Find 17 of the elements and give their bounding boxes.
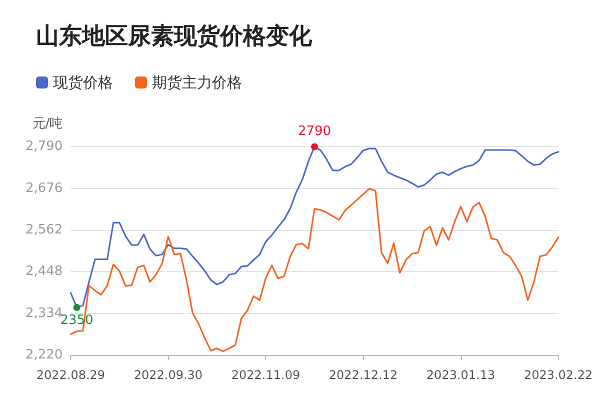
y-tick-label: 2,448 — [25, 264, 63, 280]
y-tick-label: 2,790 — [25, 139, 63, 154]
y-tick-label: 2,334 — [25, 306, 63, 321]
y-tick-label: 2,220 — [25, 348, 63, 362]
x-tick-label: 2022.12.12 — [328, 368, 398, 382]
x-tick-label: 2023.02.22 — [524, 368, 593, 382]
x-tick-label: 2023.01.13 — [426, 368, 496, 382]
x-tick-label: 2022.09.30 — [134, 368, 203, 382]
x-tick-label: 2022.11.09 — [231, 368, 300, 382]
y-axis-title: 元/吨 — [32, 116, 63, 132]
legend-label: 期货主力价格 — [152, 74, 242, 92]
x-tick-label: 2022.08.29 — [36, 368, 106, 382]
y-tick-label: 2,562 — [25, 222, 63, 238]
y-tick-label: 2,676 — [25, 180, 63, 196]
annotation: 2790 — [298, 124, 332, 140]
chart-title: 山东地区尿素现货价格变化 — [36, 22, 313, 50]
legend-label: 现货价格 — [53, 74, 113, 92]
